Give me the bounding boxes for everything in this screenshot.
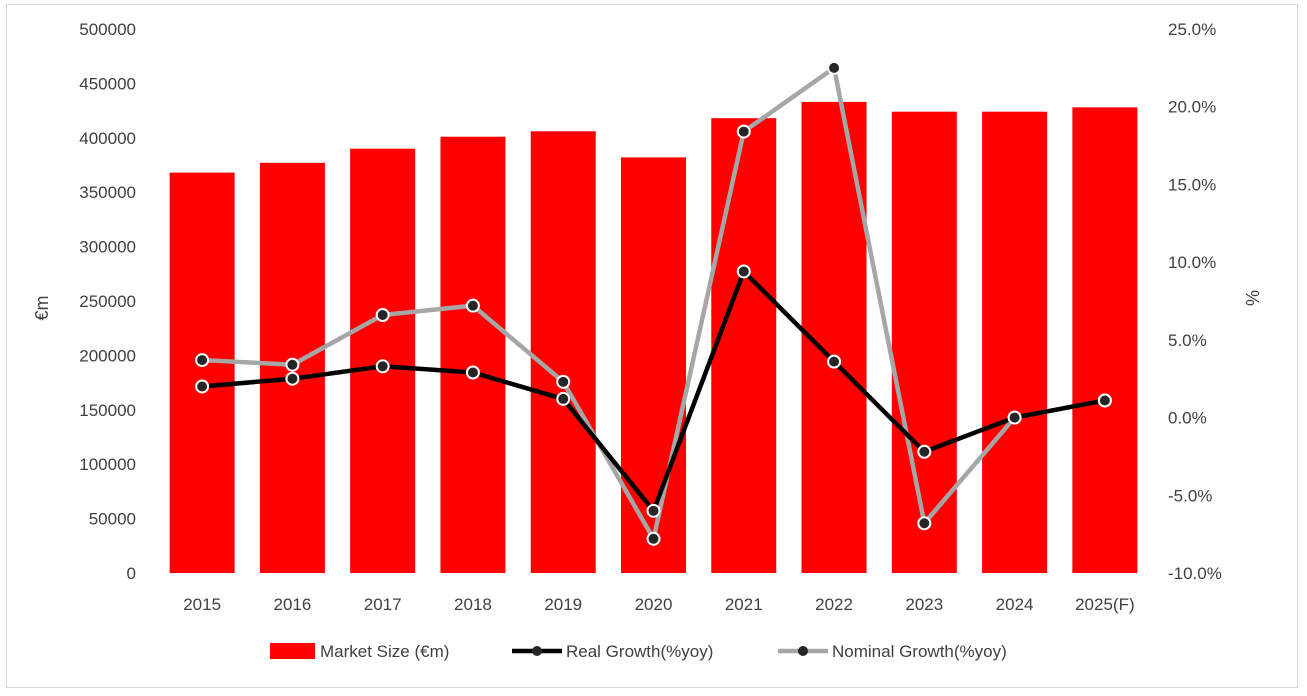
bar-market-size <box>1072 107 1138 573</box>
left-tick-label: 500000 <box>79 20 136 39</box>
x-tick-label: 2017 <box>364 595 402 614</box>
legend: Market Size (€m) Real Growth(%yoy) Nominal… <box>270 642 1007 661</box>
real-growth-point <box>736 264 751 279</box>
real-growth-point <box>465 365 480 380</box>
nominal-growth-point <box>465 298 480 313</box>
right-tick-label: 10.0% <box>1168 253 1216 272</box>
bar-market-size <box>169 172 235 573</box>
right-tick-label: 0.0% <box>1168 409 1207 428</box>
legend-item-real-growth: Real Growth(%yoy) <box>512 642 713 661</box>
x-tick-label: 2015 <box>183 595 221 614</box>
bar-series <box>169 101 1138 574</box>
nominal-growth-point <box>556 374 571 389</box>
right-tick-label: 20.0% <box>1168 98 1216 117</box>
bar-market-size <box>530 131 596 573</box>
left-tick-label: 250000 <box>79 292 136 311</box>
legend-item-nominal-growth: Nominal Growth(%yoy) <box>778 642 1007 661</box>
right-axis-title: % <box>1242 290 1262 306</box>
x-tick-label: 2016 <box>273 595 311 614</box>
left-tick-label: 200000 <box>79 346 136 365</box>
x-tick-label: 2024 <box>996 595 1034 614</box>
legend-item-market-size: Market Size (€m) <box>270 642 449 661</box>
x-axis-ticks: 2015 2016 2017 2018 2019 2020 2021 2022 2023 2024… <box>183 595 1134 614</box>
x-tick-label: 2020 <box>635 595 673 614</box>
right-tick-label: -5.0% <box>1168 486 1212 505</box>
x-tick-label: 2023 <box>905 595 943 614</box>
legend-label: Real Growth(%yoy) <box>566 642 713 661</box>
x-tick-label: 2019 <box>544 595 582 614</box>
real-growth-point <box>1007 410 1022 425</box>
left-axis-title: €m <box>32 295 52 320</box>
bar-market-size <box>440 136 506 573</box>
left-tick-label: 400000 <box>79 129 136 148</box>
left-tick-label: 450000 <box>79 74 136 93</box>
bar-market-size <box>891 111 957 574</box>
right-axis-ticks: -10.0% -5.0% 0.0% 5.0% 10.0% 15.0% 20.0% 25.0% <box>1168 20 1222 583</box>
left-axis-ticks: 0 50000 100000 150000 200000 250000 300000 3500… <box>79 20 136 583</box>
nominal-growth-point <box>285 357 300 372</box>
x-tick-label: 2022 <box>815 595 853 614</box>
right-tick-label: 15.0% <box>1168 175 1216 194</box>
bar-market-size <box>982 111 1048 574</box>
real-growth-point <box>1097 393 1112 408</box>
left-tick-label: 150000 <box>79 401 136 420</box>
nominal-growth-point <box>917 516 932 531</box>
real-growth-point <box>827 354 842 369</box>
bar-market-size <box>711 118 777 573</box>
left-tick-label: 350000 <box>79 183 136 202</box>
nominal-growth-point <box>736 124 751 139</box>
real-growth-point <box>285 371 300 386</box>
real-growth-point <box>195 379 210 394</box>
legend-swatch-bar <box>270 643 315 659</box>
nominal-growth-point <box>195 353 210 368</box>
left-tick-label: 100000 <box>79 455 136 474</box>
legend-swatch-marker <box>798 646 808 656</box>
legend-label: Nominal Growth(%yoy) <box>832 642 1007 661</box>
right-tick-label: -10.0% <box>1168 564 1222 583</box>
left-tick-label: 0 <box>127 564 136 583</box>
left-tick-label: 50000 <box>89 510 136 529</box>
nominal-growth-point <box>646 531 661 546</box>
nominal-growth-point <box>827 60 842 75</box>
x-tick-label: 2018 <box>454 595 492 614</box>
left-tick-label: 300000 <box>79 238 136 257</box>
line-series <box>195 60 1112 546</box>
nominal-growth-point <box>375 307 390 322</box>
real-growth-point <box>556 391 571 406</box>
real-growth-point <box>646 503 661 518</box>
real-growth-point <box>917 444 932 459</box>
x-tick-label: 2025(F) <box>1075 595 1135 614</box>
legend-swatch-marker <box>532 646 542 656</box>
right-tick-label: 25.0% <box>1168 20 1216 39</box>
real-growth-point <box>375 359 390 374</box>
right-tick-label: 5.0% <box>1168 331 1207 350</box>
legend-label: Market Size (€m) <box>320 642 449 661</box>
x-tick-label: 2021 <box>725 595 763 614</box>
